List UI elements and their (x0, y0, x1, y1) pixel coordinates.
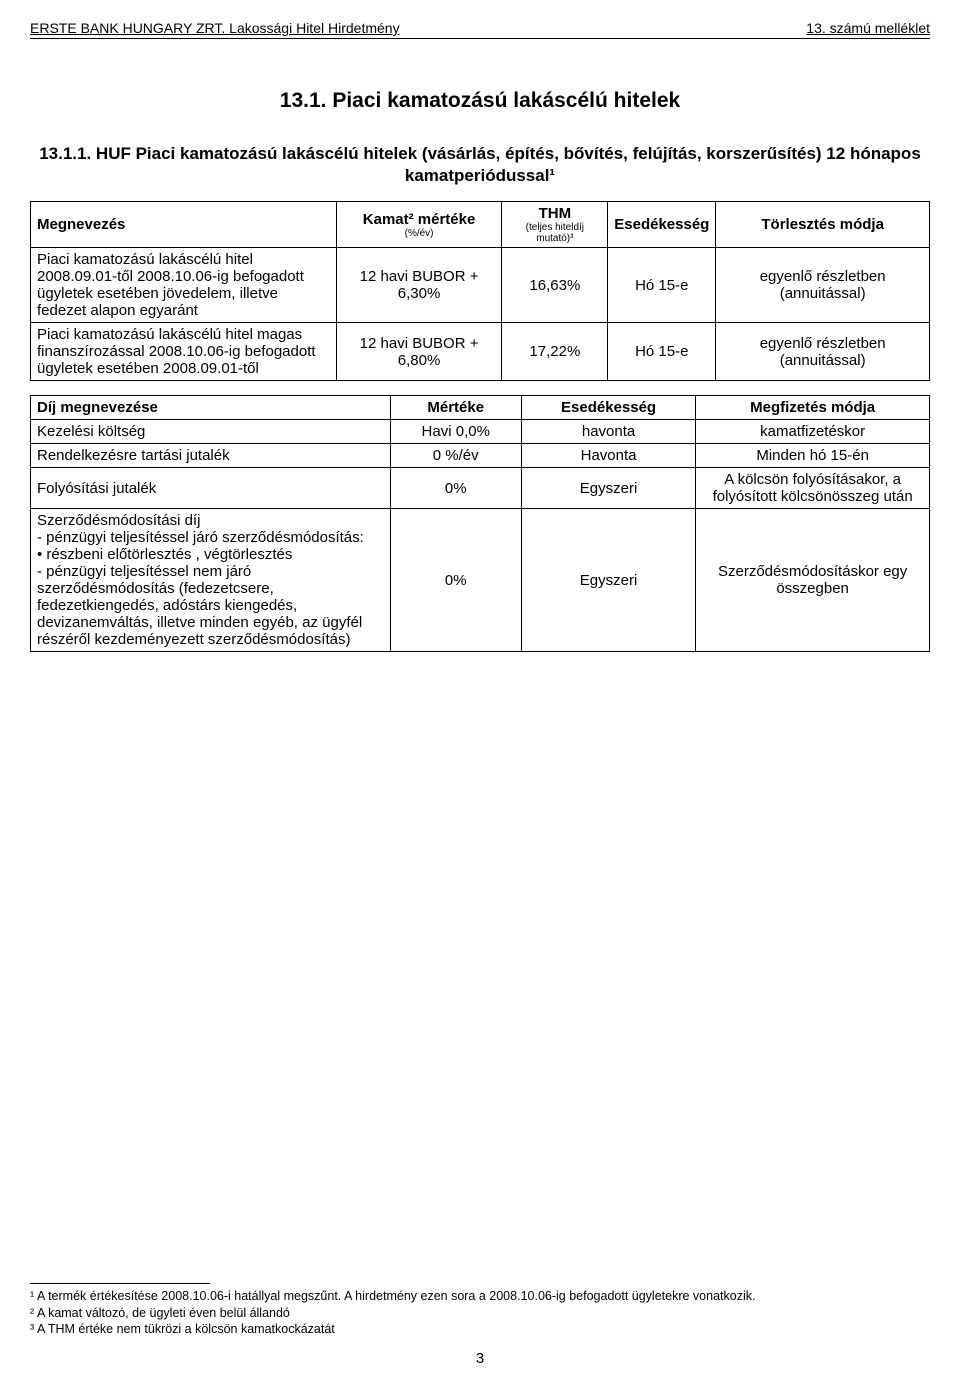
t2-h-due: Esedékesség (521, 396, 695, 420)
t1-h-thm: THM (teljes hiteldíj mutató)³ (502, 202, 608, 248)
t1-r0-rate: 12 havi BUBOR + 6,30% (336, 248, 502, 323)
t2-r1-due: Havonta (521, 444, 695, 468)
t2-r3-measure: 0% (390, 509, 521, 652)
t2-row: Kezelési költség Havi 0,0% havonta kamat… (31, 420, 930, 444)
sub-title: 13.1.1. HUF Piaci kamatozású lakáscélú h… (30, 143, 930, 187)
t2-h-mode: Megfizetés módja (696, 396, 930, 420)
t1-row: Piaci kamatozású lakáscélú hitel 2008.09… (31, 248, 930, 323)
t1-h-rate-sub: (%/év) (343, 228, 496, 239)
t1-h-repay: Törlesztés módja (716, 202, 930, 248)
footnote-1: ¹ A termék értékesítése 2008.10.06-i hat… (30, 1288, 930, 1304)
t1-h-thm-main: THM (539, 205, 572, 222)
header-right: 13. számú melléklet (806, 20, 930, 36)
t1-r0-repay: egyenlő részletben (annuitással) (716, 248, 930, 323)
header-left: ERSTE BANK HUNGARY ZRT. Lakossági Hitel … (30, 20, 400, 36)
t1-row: Piaci kamatozású lakáscélú hitel magas f… (31, 323, 930, 381)
t2-r0-measure: Havi 0,0% (390, 420, 521, 444)
t2-r0-due: havonta (521, 420, 695, 444)
t1-r1-rate: 12 havi BUBOR + 6,80% (336, 323, 502, 381)
t2-row: Szerződésmódosítási díj - pénzügyi telje… (31, 509, 930, 652)
t1-r1-repay: egyenlő részletben (annuitással) (716, 323, 930, 381)
t1-r1-due: Hó 15-e (608, 323, 716, 381)
t2-r2-due: Egyszeri (521, 468, 695, 509)
t2-r3-name: Szerződésmódosítási díj - pénzügyi telje… (31, 509, 391, 652)
t1-r1-thm: 17,22% (502, 323, 608, 381)
footnote-rule (30, 1283, 210, 1284)
t2-r1-name: Rendelkezésre tartási jutalék (31, 444, 391, 468)
t2-r0-mode: kamatfizetéskor (696, 420, 930, 444)
t1-r0-name: Piaci kamatozású lakáscélú hitel 2008.09… (31, 248, 337, 323)
t2-r1-mode: Minden hó 15-én (696, 444, 930, 468)
footnote-2: ² A kamat változó, de ügyleti éven belül… (30, 1305, 930, 1321)
t1-h-rate-main: Kamat² mértéke (363, 211, 476, 228)
page-header: ERSTE BANK HUNGARY ZRT. Lakossági Hitel … (30, 20, 930, 39)
t1-h-rate: Kamat² mértéke (%/év) (336, 202, 502, 248)
page-number: 3 (0, 1350, 960, 1367)
t2-r2-measure: 0% (390, 468, 521, 509)
rates-table: Megnevezés Kamat² mértéke (%/év) THM (te… (30, 201, 930, 381)
t1-r0-thm: 16,63% (502, 248, 608, 323)
footnotes-block: ¹ A termék értékesítése 2008.10.06-i hat… (30, 1283, 930, 1337)
main-title: 13.1. Piaci kamatozású lakáscélú hitelek (30, 89, 930, 113)
t2-r1-measure: 0 %/év (390, 444, 521, 468)
t2-h-name: Díj megnevezése (31, 396, 391, 420)
fees-table: Díj megnevezése Mértéke Esedékesség Megf… (30, 395, 930, 652)
t1-h-name: Megnevezés (31, 202, 337, 248)
footnote-3: ³ A THM értéke nem tükrözi a kölcsön kam… (30, 1321, 930, 1337)
t2-row: Rendelkezésre tartási jutalék 0 %/év Hav… (31, 444, 930, 468)
t1-h-thm-sub: (teljes hiteldíj mutató)³ (508, 222, 601, 244)
t2-r0-name: Kezelési költség (31, 420, 391, 444)
t2-r2-name: Folyósítási jutalék (31, 468, 391, 509)
t2-h-measure: Mértéke (390, 396, 521, 420)
t2-row: Folyósítási jutalék 0% Egyszeri A kölcsö… (31, 468, 930, 509)
t2-r3-due: Egyszeri (521, 509, 695, 652)
t1-r1-name: Piaci kamatozású lakáscélú hitel magas f… (31, 323, 337, 381)
t1-h-due: Esedékesség (608, 202, 716, 248)
t1-r0-due: Hó 15-e (608, 248, 716, 323)
t2-r2-mode: A kölcsön folyósításakor, a folyósított … (696, 468, 930, 509)
t2-r3-mode: Szerződésmódosításkor egy összegben (696, 509, 930, 652)
